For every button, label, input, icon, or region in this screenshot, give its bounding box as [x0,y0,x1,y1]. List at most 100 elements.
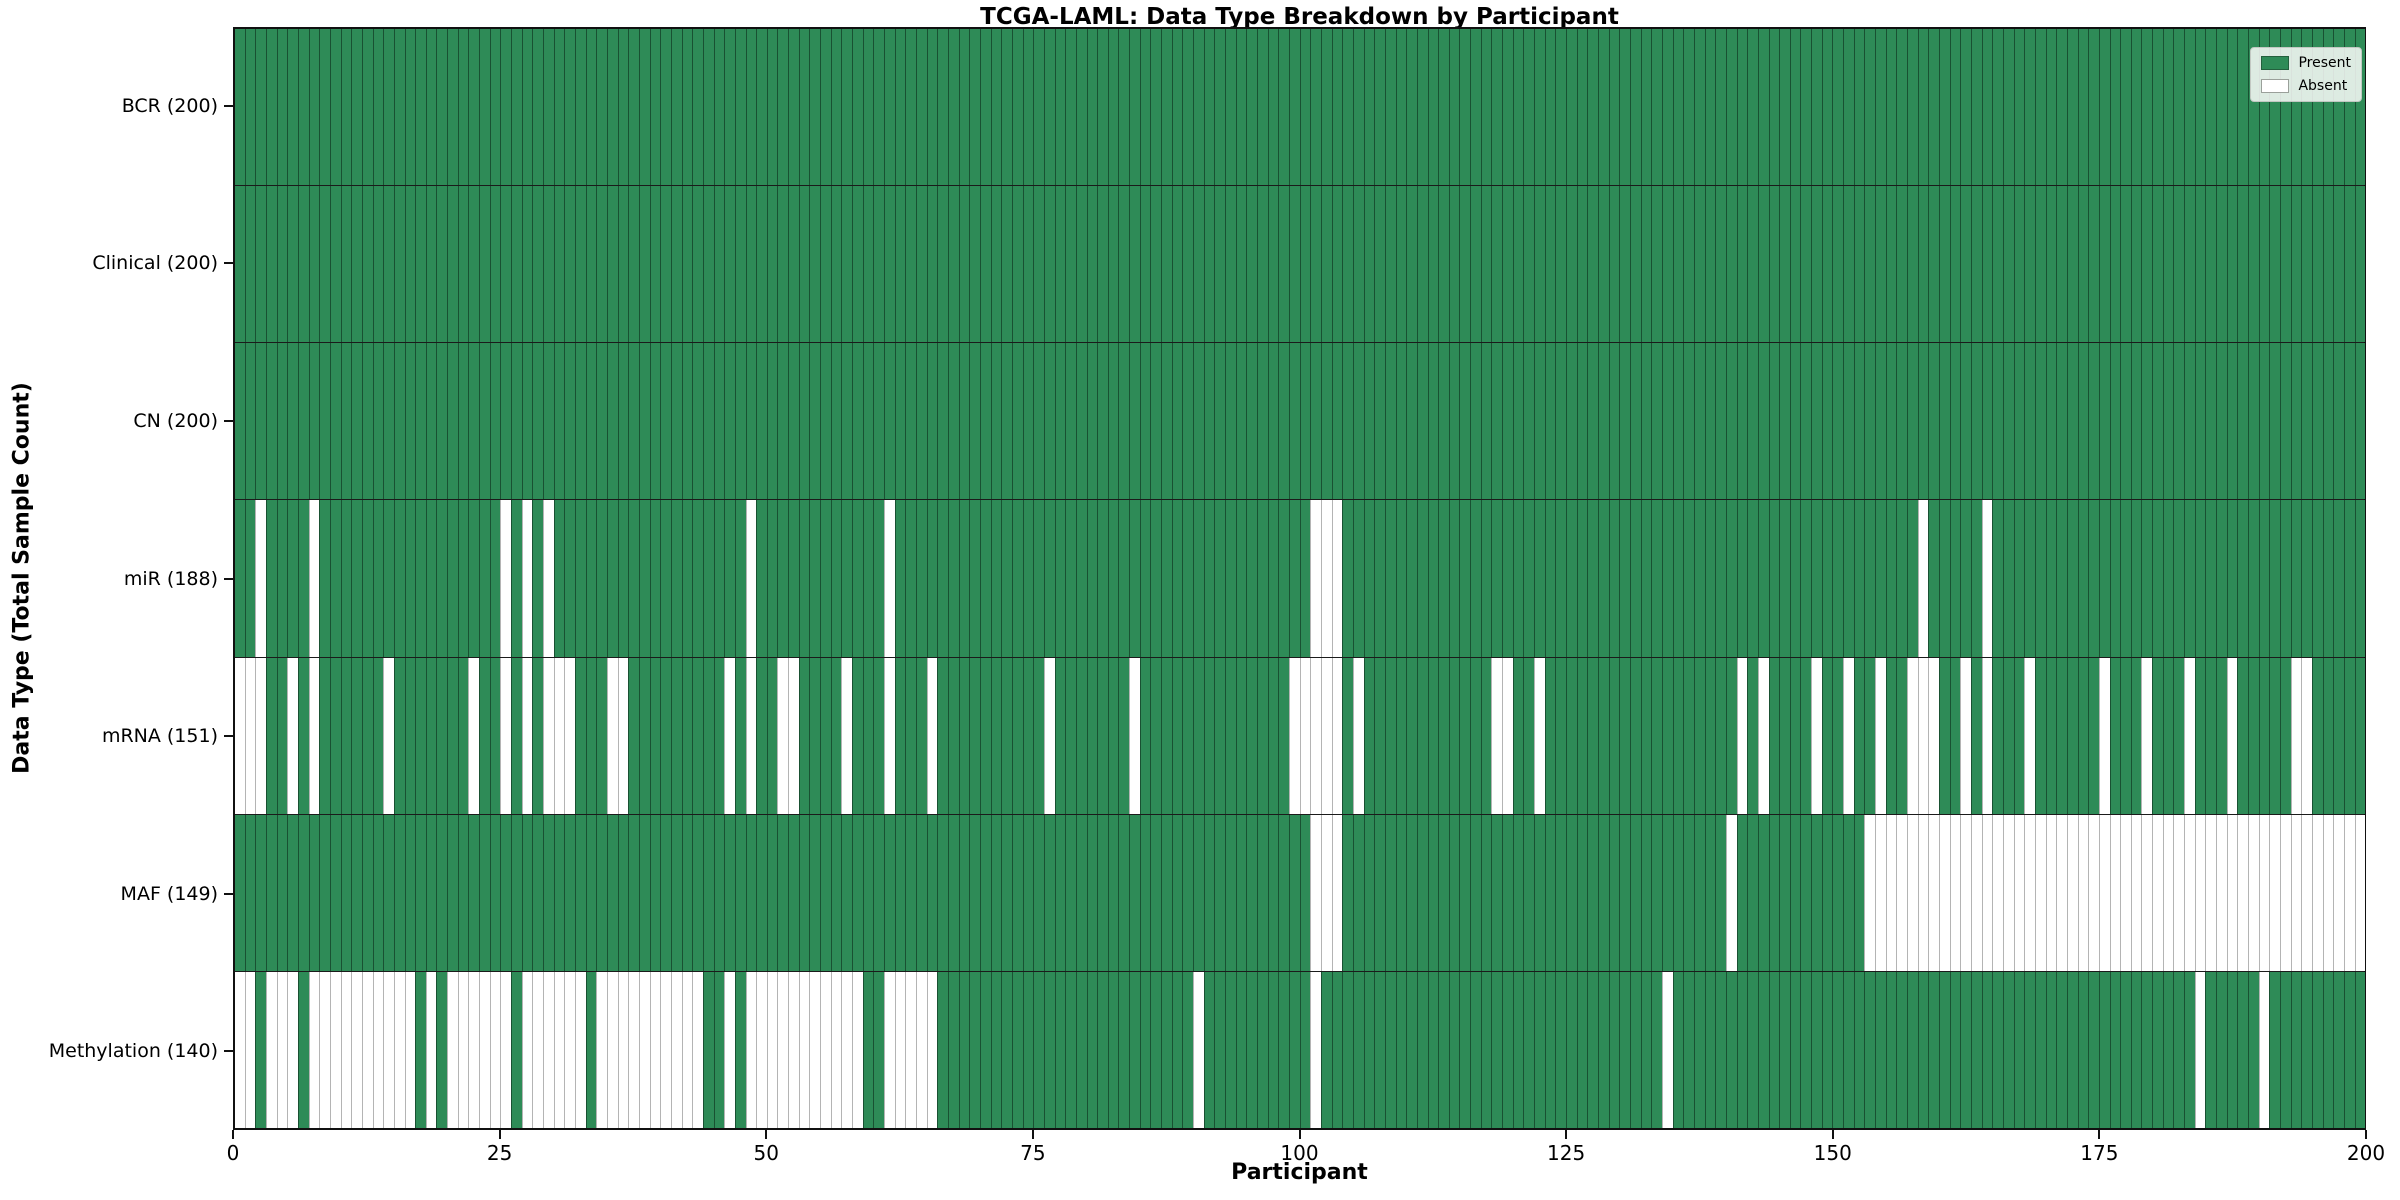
heatmap-cell [447,971,458,1128]
heatmap-cell [1406,814,1417,971]
heatmap-row-MAF [235,813,2366,971]
heatmap-cell [1214,657,1226,814]
heatmap-row-BCR [235,29,2366,186]
heatmap-cell [788,343,799,500]
heatmap-cell [1779,971,1790,1128]
heatmap-cell [329,29,341,186]
heatmap-cell [1789,186,1801,343]
heatmap-cell [2343,500,2355,657]
heatmap-cell [1480,971,1492,1128]
heatmap-cell [2311,343,2323,500]
heatmap-cell [852,500,863,657]
heatmap-cell [1885,343,1897,500]
heatmap-cell [969,186,980,343]
heatmap-cell [1235,186,1247,343]
heatmap-cell [1651,971,1662,1128]
heatmap-cell [1608,657,1620,814]
heatmap-cell [468,500,480,657]
heatmap-cell [745,657,757,814]
heatmap-cell [521,343,533,500]
heatmap-cell [511,343,522,500]
heatmap-cell [361,971,373,1128]
heatmap-cell [1022,500,1034,657]
heatmap-cell [1896,657,1908,814]
heatmap-cell [1470,657,1481,814]
heatmap-cell [1171,814,1183,971]
heatmap-cell [2120,814,2131,971]
heatmap-cell [1502,29,1513,186]
heatmap-cell [1097,343,1108,500]
heatmap-cell [969,971,980,1128]
heatmap-cell [1683,186,1694,343]
heatmap-cell [777,343,789,500]
heatmap-cell [340,657,352,814]
heatmap-cell [383,657,394,814]
heatmap-cell [1672,814,1684,971]
heatmap-cell [372,29,384,186]
heatmap-cell [1086,500,1098,657]
heatmap-cell [1534,971,1545,1128]
heatmap-cell [1246,29,1257,186]
heatmap-cell [1992,971,2003,1128]
heatmap-cell [2269,814,2280,971]
heatmap-cell [1320,657,1332,814]
heatmap-cell [830,29,842,186]
heatmap-cell [681,500,693,657]
heatmap-cell [1534,500,1545,657]
heatmap-cell [319,500,330,657]
heatmap-cell [1363,186,1375,343]
heatmap-cell [1512,186,1524,343]
heatmap-cell [2088,186,2099,343]
heatmap-cell [969,657,980,814]
heatmap-cell [1725,657,1737,814]
heatmap-cell [2258,29,2270,186]
heatmap-cell [2184,186,2195,343]
heatmap-cell [447,343,458,500]
heatmap-cell [617,814,629,971]
heatmap-cell [1502,500,1513,657]
heatmap-cell [766,971,778,1128]
y-tick-mark [224,1050,233,1053]
heatmap-cell [841,343,853,500]
heatmap-cell [1118,343,1130,500]
heatmap-cell [702,971,714,1128]
heatmap-cell [809,971,821,1128]
heatmap-cell [2226,500,2238,657]
heatmap-cell [1853,29,1865,186]
heatmap-cell [1203,814,1215,971]
heatmap-cell [681,186,693,343]
heatmap-cell [1512,814,1524,971]
heatmap-cell [809,814,821,971]
heatmap-cell [2301,500,2312,657]
heatmap-cell [1875,657,1886,814]
heatmap-cell [2077,971,2089,1128]
heatmap-cell [1033,186,1044,343]
heatmap-cell [1928,500,1939,657]
heatmap-cell [1693,343,1705,500]
heatmap-cell [1043,971,1055,1128]
heatmap-cell [606,971,618,1128]
heatmap-cell [1310,814,1321,971]
heatmap-cell [1299,186,1311,343]
heatmap-cell [2077,29,2089,186]
heatmap-cell [1395,500,1407,657]
heatmap-cell [2109,29,2121,186]
heatmap-cell [2237,657,2249,814]
heatmap-cell [329,814,341,971]
heatmap-cell [1395,343,1407,500]
heatmap-cell [1566,657,1577,814]
heatmap-cell [2066,971,2078,1128]
heatmap-cell [777,657,789,814]
heatmap-cell [905,657,916,814]
heatmap-cell [1182,657,1194,814]
heatmap-cell [1619,971,1630,1128]
heatmap-cell [1182,343,1194,500]
heatmap-cell [543,343,554,500]
heatmap-cell [638,186,650,343]
heatmap-cell [1896,343,1908,500]
heatmap-cell [1107,29,1119,186]
heatmap-cell [1970,814,1982,971]
heatmap-cell [1022,971,1034,1128]
heatmap-cell [1800,186,1812,343]
heatmap-cell [852,29,863,186]
